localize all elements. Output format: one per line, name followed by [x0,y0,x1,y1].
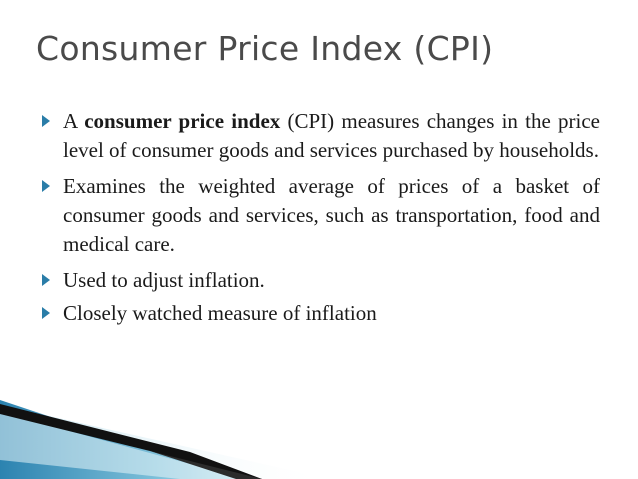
ribbon-dark-band [0,404,262,479]
triangle-bullet-icon [42,180,50,192]
triangle-bullet-icon [42,274,50,286]
bullet-text: Examines the weighted average of prices … [63,174,600,256]
bullet-text-segment: A [63,109,85,133]
bullet-text-segment: (CPI) measures changes in the price leve… [63,109,600,162]
bullet-item: Examines the weighted average of prices … [40,172,600,259]
slide-title: Consumer Price Index (CPI) [36,29,494,68]
bullet-text: Used to adjust inflation. [63,268,265,292]
bullet-list: A consumer price index (CPI) measures ch… [40,107,600,332]
bullet-text: A consumer price index (CPI) measures ch… [63,109,600,162]
bullet-item: Closely watched measure of inflation [40,299,600,328]
bullet-text-bold-term: consumer price index [84,109,281,133]
bullet-text: Closely watched measure of inflation [63,301,377,325]
bullet-item: Used to adjust inflation. [40,266,600,295]
bullet-item: A consumer price index (CPI) measures ch… [40,107,600,165]
triangle-bullet-icon [42,307,50,319]
triangle-bullet-icon [42,115,50,127]
ribbon-dark-edge [150,451,262,479]
